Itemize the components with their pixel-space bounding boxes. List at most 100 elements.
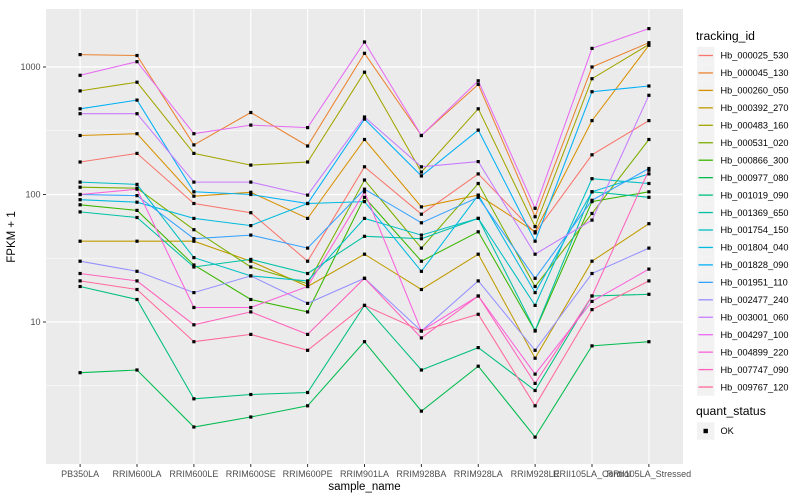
data-point <box>306 301 310 305</box>
data-point <box>249 265 253 269</box>
data-point <box>362 40 367 44</box>
data-point <box>419 133 423 138</box>
data-point <box>192 194 196 198</box>
data-point <box>476 216 480 220</box>
data-point <box>135 182 139 186</box>
data-point <box>419 233 423 237</box>
data-point <box>306 282 310 286</box>
data-point <box>135 194 139 198</box>
data-point <box>78 259 82 263</box>
data-point <box>78 198 82 202</box>
data-point <box>476 195 480 199</box>
data-point <box>135 60 139 64</box>
data-point <box>533 230 537 234</box>
data-point <box>419 368 423 372</box>
quant-status-point-icon <box>703 428 708 434</box>
data-point <box>533 276 537 280</box>
data-point <box>647 172 651 176</box>
data-point <box>362 178 367 182</box>
data-point <box>249 259 253 263</box>
data-point <box>135 112 139 116</box>
data-point <box>249 224 253 228</box>
x-tick-label: RRII105LA_Stressed <box>607 469 692 479</box>
x-tick-label: RRIM600LE <box>169 469 218 479</box>
data-point <box>135 279 139 283</box>
data-point <box>533 356 537 360</box>
data-point <box>78 185 82 189</box>
data-point <box>419 165 423 169</box>
data-point <box>135 368 139 372</box>
data-point <box>476 79 480 83</box>
data-point <box>590 271 594 276</box>
data-point <box>362 252 367 256</box>
data-point <box>192 237 196 241</box>
data-point <box>135 200 139 204</box>
data-point <box>476 107 480 111</box>
data-point <box>306 271 310 276</box>
data-point <box>135 53 139 58</box>
data-point <box>419 336 423 340</box>
data-point <box>419 287 423 292</box>
data-point <box>306 279 310 283</box>
data-point <box>362 115 367 119</box>
data-point <box>590 211 594 216</box>
data-point <box>78 279 82 283</box>
data-point <box>192 425 196 429</box>
data-point <box>78 73 82 77</box>
data-point <box>647 137 651 142</box>
data-point <box>476 364 480 368</box>
data-point <box>362 190 367 194</box>
data-point <box>192 201 196 206</box>
data-point <box>533 225 537 229</box>
legend-entry-label: Hb_000531_020 <box>721 138 789 148</box>
data-point <box>249 180 253 184</box>
data-point <box>533 388 537 393</box>
data-point <box>647 166 651 171</box>
data-point <box>590 46 594 50</box>
data-point <box>362 234 367 238</box>
data-point <box>647 41 651 45</box>
data-point <box>192 263 196 267</box>
data-point <box>362 200 367 204</box>
y-axis-title: FPKM + 1 <box>6 211 18 262</box>
data-point <box>249 110 253 115</box>
data-point <box>476 82 480 86</box>
data-point <box>135 98 139 102</box>
data-point <box>533 404 537 408</box>
data-point <box>249 211 253 215</box>
data-point <box>249 123 253 127</box>
data-point <box>476 172 480 176</box>
data-point <box>192 323 196 327</box>
data-point <box>590 259 594 263</box>
data-point <box>533 372 537 376</box>
x-tick-label: RRIM600LA <box>112 469 161 479</box>
data-point <box>192 340 196 344</box>
data-point <box>249 192 253 197</box>
data-point <box>362 216 367 220</box>
data-point <box>362 117 367 121</box>
data-point <box>192 305 196 310</box>
data-point <box>192 151 196 155</box>
legend-entry-label: Hb_000977_080 <box>721 173 789 183</box>
legend-entry-label: Hb_004899_220 <box>721 347 789 357</box>
data-point <box>249 332 253 336</box>
data-point <box>362 51 367 55</box>
legend-entry-label: Hb_001951_110 <box>721 278 788 288</box>
data-point <box>192 239 196 243</box>
data-point <box>476 128 480 132</box>
data-point <box>135 151 139 155</box>
data-point <box>419 409 423 413</box>
data-point <box>362 195 367 199</box>
data-point <box>647 181 651 186</box>
data-point <box>476 312 480 316</box>
data-point <box>533 435 537 439</box>
data-point <box>78 89 82 93</box>
data-point <box>192 180 196 184</box>
data-point <box>647 195 651 199</box>
data-point <box>306 390 310 395</box>
data-point <box>306 348 310 352</box>
legend-entry-label: Hb_000866_300 <box>721 155 789 165</box>
data-point <box>647 93 651 97</box>
data-point <box>590 90 594 94</box>
data-point <box>78 53 82 57</box>
